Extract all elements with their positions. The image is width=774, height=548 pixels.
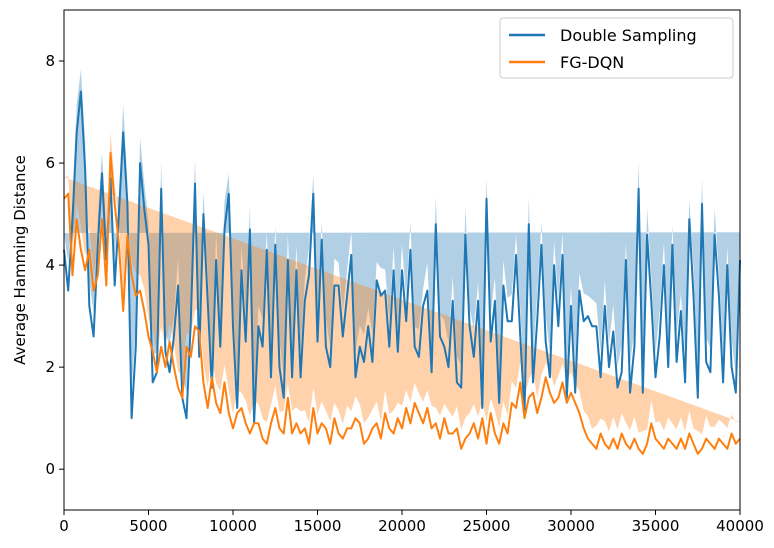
x-tick-label: 20000 (378, 517, 426, 535)
x-axis-ticks: 0 5000 10000 15000 20000 25000 30000 35000 40000 (59, 510, 764, 535)
series-line-fg-dqn (63, 151, 741, 455)
x-tick-label: 40000 (716, 517, 764, 535)
y-axis-ticks: 0 2 4 6 8 (45, 52, 64, 478)
legend-box (499, 17, 734, 79)
y-tick-label: 0 (45, 460, 55, 478)
band-double-sampling (64, 69, 740, 397)
x-tick-label: 30000 (547, 517, 595, 535)
x-tick-label: 0 (59, 517, 69, 535)
y-tick-label: 2 (45, 358, 55, 376)
series-lines (63, 90, 741, 455)
series-line-double-sampling (63, 90, 741, 425)
legend-label-fg-dqn: FG-DQN (560, 53, 624, 72)
x-tick-label: 10000 (209, 517, 257, 535)
legend: Double Sampling FG-DQN (499, 17, 734, 79)
x-tick-label: 15000 (294, 517, 342, 535)
x-tick-label: 35000 (632, 517, 680, 535)
x-tick-label: 25000 (463, 517, 511, 535)
x-tick-label: 5000 (129, 517, 167, 535)
y-tick-label: 8 (45, 52, 55, 70)
y-tick-label: 6 (45, 154, 55, 172)
legend-label-double-sampling: Double Sampling (560, 26, 697, 45)
band-fg-dqn (64, 132, 740, 435)
y-axis-label: Average Hamming Distance (11, 155, 29, 365)
confidence-bands (64, 69, 740, 435)
y-tick-label: 4 (45, 256, 55, 274)
